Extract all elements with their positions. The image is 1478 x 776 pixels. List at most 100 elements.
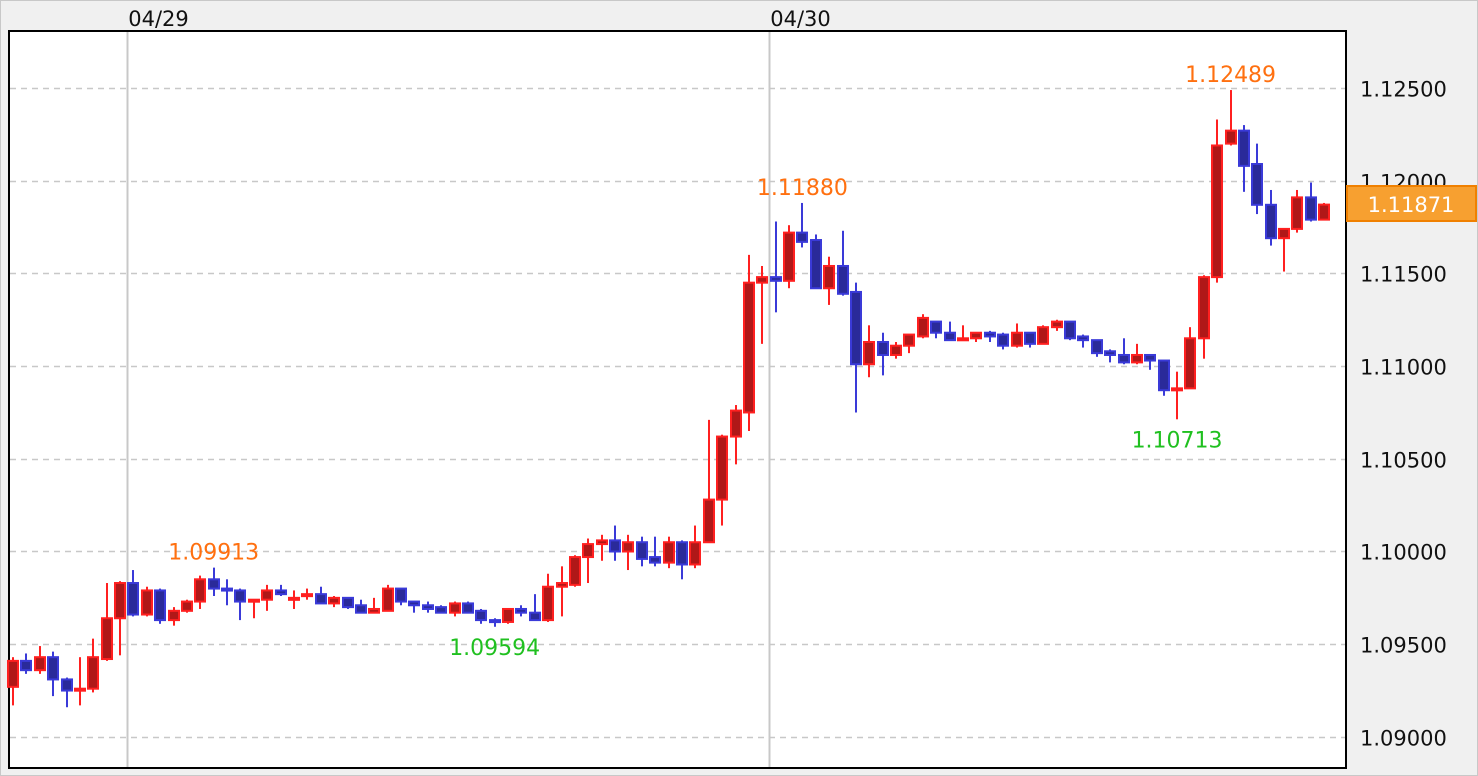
candle-body — [288, 596, 300, 601]
candle-up — [328, 595, 340, 608]
candle-up — [756, 265, 768, 344]
candle-body — [1037, 326, 1049, 345]
candle-body — [328, 596, 340, 605]
candle-up — [101, 583, 113, 661]
candle-down — [529, 594, 541, 622]
candle-up — [74, 657, 86, 706]
candle-up — [863, 325, 875, 378]
candle-body — [1118, 353, 1130, 364]
candle-body — [649, 556, 661, 564]
candle-up — [890, 341, 902, 359]
candle-body — [957, 337, 969, 342]
candle-body — [74, 687, 86, 692]
candle-down — [850, 282, 862, 413]
y-tick-label: 1.12500 — [1360, 78, 1447, 102]
candle-up — [622, 534, 634, 571]
candle-body — [837, 264, 849, 295]
candle-up — [1051, 319, 1063, 331]
candle-up — [261, 584, 273, 611]
candle-body — [689, 541, 701, 566]
candle-up — [7, 657, 19, 706]
candle-up — [917, 314, 929, 339]
candle-body — [877, 340, 889, 356]
candle-up — [368, 597, 380, 614]
candle-down — [609, 525, 621, 561]
candle-body — [489, 619, 501, 624]
candle-up — [382, 584, 394, 612]
candle-down — [61, 677, 73, 708]
candle-body — [355, 604, 367, 614]
candle-body — [1318, 203, 1330, 221]
candle-body — [47, 656, 59, 681]
candle-up — [730, 405, 742, 465]
candle-down — [154, 588, 166, 624]
candle-down — [489, 618, 501, 627]
candle-down — [422, 601, 434, 613]
candle-down — [435, 605, 447, 614]
candle-body — [609, 539, 621, 553]
candle-up — [288, 590, 300, 609]
candle-body — [1225, 129, 1237, 145]
candle-up — [248, 598, 260, 619]
y-tick-label: 1.09500 — [1360, 634, 1447, 658]
candle-down — [770, 221, 782, 313]
candle-body — [863, 340, 875, 366]
candle-body — [1011, 331, 1023, 347]
day-label: 04/29 — [128, 7, 189, 31]
candle-up — [301, 588, 313, 600]
candle-down — [1238, 125, 1250, 192]
candle-body — [127, 582, 139, 616]
candle-body — [810, 239, 822, 290]
candle-body — [783, 231, 795, 282]
candle-body — [997, 333, 1009, 347]
candle-up — [181, 599, 193, 613]
last-price-label: 1.11871 — [1368, 193, 1455, 217]
candle-up — [502, 607, 514, 624]
candle-body — [703, 498, 715, 544]
candle-body — [34, 656, 46, 672]
candle-up — [716, 434, 728, 526]
candle-up — [87, 638, 99, 693]
candle-body — [970, 331, 982, 340]
candle-body — [1211, 144, 1223, 279]
candle-up — [1278, 227, 1290, 272]
high-price-annotation: 1.11880 — [757, 176, 848, 201]
candle-body — [515, 607, 527, 614]
candle-body — [114, 582, 126, 620]
candle-up — [168, 607, 180, 626]
candle-up — [569, 555, 581, 587]
candle-up — [1011, 323, 1023, 348]
candle-up — [783, 225, 795, 289]
candle-body — [569, 556, 581, 586]
candle-down — [796, 202, 808, 248]
candle-body — [1291, 196, 1303, 230]
candle-body — [542, 585, 554, 622]
candle-body — [435, 606, 447, 614]
candle-body — [1305, 196, 1317, 221]
candle-down — [1118, 338, 1130, 365]
candle-body — [1184, 337, 1196, 390]
candle-down — [1064, 320, 1076, 341]
candle-body — [850, 290, 862, 366]
y-axis: 1.09000 1.09500 1.10000 1.10500 1.11000 1.115… — [1360, 78, 1447, 751]
candle-up — [1198, 275, 1210, 359]
candle-body — [676, 541, 688, 566]
candle-body — [194, 578, 206, 603]
candle-down — [475, 608, 487, 624]
candle-body — [663, 541, 675, 564]
candle-down — [810, 234, 822, 290]
candle-body — [301, 593, 313, 598]
candle-down — [408, 600, 420, 613]
candle-down — [636, 536, 648, 567]
candle-body — [556, 582, 568, 588]
candle-body — [382, 587, 394, 612]
candle-down — [315, 586, 327, 605]
candle-down — [984, 330, 996, 342]
gridlines — [10, 87, 1345, 739]
candle-body — [61, 678, 73, 692]
last-price-tag: 1.11871 — [1346, 185, 1477, 222]
candle-down — [1104, 349, 1116, 363]
candle-up — [1037, 325, 1049, 345]
candle-body — [756, 276, 768, 284]
